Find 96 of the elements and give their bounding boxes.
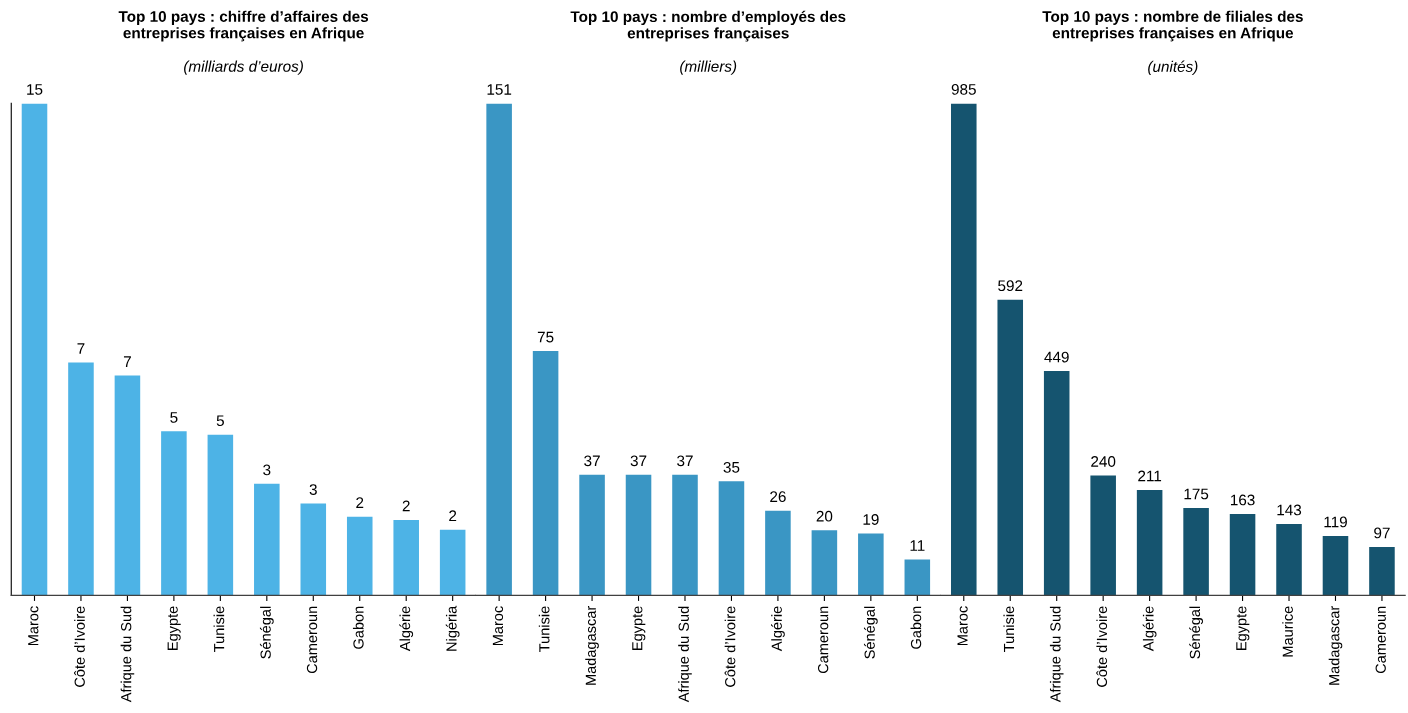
bar	[672, 474, 698, 596]
x-tick-label: Tunisie	[538, 606, 550, 652]
bar	[765, 510, 791, 596]
x-tick-label: Cameroun	[817, 606, 829, 674]
data-label: 211	[1138, 470, 1162, 482]
bar	[1276, 523, 1302, 596]
x-tick-label: Algérie	[399, 606, 414, 652]
x-tick-label: Gabon	[910, 606, 922, 649]
data-label: 75	[537, 331, 554, 343]
data-label: 151	[487, 84, 512, 95]
chart-title: Top 10 pays : nombre de filiales des entreprises françaises en Afrique	[1042, 10, 1303, 42]
bar	[904, 559, 931, 596]
bar	[625, 474, 652, 596]
bar	[114, 375, 141, 596]
data-label: 37	[630, 455, 647, 467]
x-tick-label: Maroc	[957, 606, 968, 646]
x-tick-label: Afrique du Sud	[1049, 606, 1064, 703]
data-label: 3	[309, 484, 317, 495]
chart-subtitle: (milliards d’euros)	[184, 60, 303, 75]
data-label: 5	[216, 415, 224, 427]
data-label: 97	[1374, 527, 1390, 539]
bar	[207, 434, 234, 596]
data-label: 37	[677, 455, 693, 467]
data-label: 163	[1230, 494, 1255, 506]
bar	[811, 530, 838, 596]
x-tick-label: Egypte	[632, 606, 646, 650]
bar	[393, 519, 419, 596]
bar	[951, 103, 977, 596]
chart-title: Top 10 pays : nombre d’employés des entreprises françaises	[570, 10, 846, 42]
bar	[532, 351, 559, 596]
data-label: 2	[402, 500, 410, 512]
x-tick-label: Algérie	[1142, 606, 1157, 652]
bar	[346, 516, 373, 596]
x-tick-label: Sénégal	[1189, 606, 1203, 659]
x-tick-label: Cameroun	[1375, 606, 1386, 674]
x-tick-label: Tunisie	[213, 606, 225, 652]
chart-title: Top 10 pays : chiffre d’affaires des entreprises françaises en Afrique	[118, 10, 369, 42]
data-label: 449	[1044, 351, 1069, 363]
data-label: 35	[723, 461, 740, 473]
data-label: 2	[356, 497, 364, 508]
data-label: 143	[1277, 504, 1302, 516]
bar	[68, 362, 94, 596]
x-tick-label: Madagascar	[1328, 606, 1343, 685]
data-label: 37	[584, 455, 600, 467]
x-tick-label: Egypte	[167, 606, 181, 650]
x-tick-label: Côte d’Ivoire	[1096, 606, 1108, 687]
bar	[300, 503, 327, 596]
bar	[858, 533, 884, 596]
data-label: 7	[123, 356, 131, 367]
bar	[486, 103, 512, 596]
x-tick-label: Gabon	[352, 606, 364, 649]
data-label: 119	[1324, 516, 1347, 528]
data-label: 7	[77, 343, 85, 354]
data-label: 240	[1091, 456, 1116, 467]
data-label: 5	[170, 412, 178, 423]
x-tick-label: Maroc	[492, 606, 504, 646]
x-tick-label: Afrique du Sud	[120, 606, 135, 703]
data-label: 11	[910, 540, 925, 551]
data-label: 15	[27, 84, 43, 95]
data-label: 19	[863, 514, 879, 525]
bar	[21, 103, 48, 596]
bar	[997, 299, 1024, 596]
bar	[1229, 513, 1256, 596]
x-tick-label: Maroc	[28, 606, 39, 646]
data-label: 26	[770, 491, 786, 503]
x-tick-label: Egypte	[1236, 606, 1250, 650]
bar	[254, 483, 280, 596]
x-tick-label: Algérie	[771, 606, 785, 652]
bar	[1369, 546, 1395, 596]
x-tick-label: Cameroun	[306, 606, 318, 674]
bar	[161, 431, 187, 596]
data-label: 2	[449, 510, 457, 522]
bar	[1183, 507, 1209, 596]
data-label: 175	[1184, 488, 1209, 500]
bar	[439, 529, 466, 596]
bar	[1322, 535, 1349, 596]
x-tick-label: Sénégal	[863, 606, 878, 659]
bar	[1043, 371, 1070, 596]
bar	[579, 474, 605, 596]
data-label: 985	[951, 83, 976, 95]
x-tick-label: Sénégal	[259, 606, 274, 659]
x-tick-label: Tunisie	[1003, 606, 1015, 652]
data-label: 3	[263, 464, 271, 476]
bar	[1090, 475, 1116, 596]
x-tick-label: Maurice	[1282, 606, 1293, 657]
chart-subtitle: (milliers)	[680, 60, 737, 75]
x-tick-label: Madagascar	[585, 606, 599, 685]
chart-subtitle: (unités)	[1148, 60, 1198, 76]
x-tick-label: Nigéria	[445, 605, 460, 651]
x-tick-label: Côte d’Ivoire	[724, 606, 736, 687]
bar	[1136, 489, 1163, 596]
data-label: 20	[816, 510, 833, 522]
x-tick-label: Afrique du Sud	[678, 606, 692, 703]
bar	[718, 481, 745, 596]
data-label: 592	[998, 280, 1023, 292]
x-tick-label: Côte d’Ivoire	[74, 606, 85, 687]
